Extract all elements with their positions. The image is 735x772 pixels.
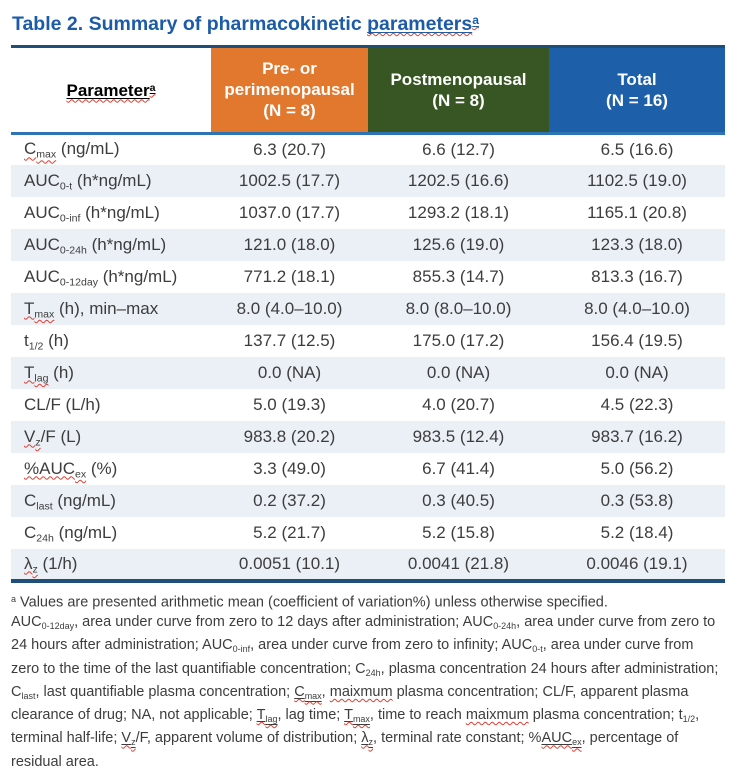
row-parameter-label: AUC0-inf (h*ng/mL) — [24, 202, 160, 224]
value-cell: 983.7 (16.2) — [591, 427, 683, 447]
value-cell: 771.2 (18.1) — [243, 267, 336, 287]
row-parameter-label: Clast (ng/mL) — [24, 490, 116, 512]
value-cell: 5.0 (56.2) — [600, 459, 674, 479]
table-row: AUC0-24h (h*ng/mL) 121.0 (18.0) 125.6 (19.… — [11, 229, 725, 262]
column-header-group-2: Postmenopausal (N = 8) — [368, 46, 549, 135]
value-cell: 123.3 (18.0) — [591, 235, 683, 255]
table-row: AUC0-t (h*ng/mL) 1002.5 (17.7) 1202.5 (16.… — [11, 165, 725, 198]
column-header-group-3: Total (N = 16) — [549, 46, 725, 135]
value-cell: 0.3 (40.5) — [422, 491, 495, 511]
table-row: λz (1/h) 0.0051 (10.1) 0.0041 (21.8) 0.0046… — [11, 549, 725, 582]
row-parameter-label: Tmax (h), min–max — [24, 298, 159, 320]
table-row: Cmax (ng/mL) 6.3 (20.7) 6.6 (12.7) 6.5 (16.… — [11, 133, 725, 165]
value-cell: 0.3 (53.8) — [600, 491, 674, 511]
pk-summary-table: Parametera Pre- or perimenopausal (N = 8… — [11, 44, 725, 584]
value-cell: 0.0046 (19.1) — [586, 554, 688, 574]
value-cell: 0.0 (NA) — [605, 363, 669, 383]
value-cell: 8.0 (4.0–10.0) — [584, 299, 690, 319]
table-header: Parametera Pre- or perimenopausal (N = 8… — [11, 46, 725, 135]
value-cell: 1165.1 (20.8) — [587, 203, 687, 223]
row-parameter-label: AUC0-12day (h*ng/mL) — [24, 266, 178, 288]
value-cell: 121.0 (18.0) — [243, 235, 336, 255]
value-cell: 5.0 (19.3) — [253, 395, 326, 415]
value-cell: 983.8 (20.2) — [243, 427, 336, 447]
row-parameter-label: λz (1/h) — [24, 553, 78, 575]
value-cell: 6.6 (12.7) — [422, 140, 495, 160]
value-cell: 8.0 (4.0–10.0) — [236, 299, 343, 319]
table-row: AUC0-inf (h*ng/mL) 1037.0 (17.7) 1293.2 (1… — [11, 197, 725, 229]
value-cell: 1202.5 (16.6) — [407, 171, 510, 191]
row-parameter-label: CL/F (L/h) — [24, 395, 101, 415]
value-cell: 813.3 (16.7) — [591, 267, 683, 287]
header-row: Parametera Pre- or perimenopausal (N = 8… — [11, 46, 725, 135]
value-cell: 137.7 (12.5) — [243, 331, 336, 351]
value-cell: 1293.2 (18.1) — [407, 203, 510, 223]
value-cell: 4.0 (20.7) — [422, 395, 495, 415]
row-parameter-label: AUC0-t (h*ng/mL) — [24, 170, 152, 192]
value-cell: 0.2 (37.2) — [253, 491, 326, 511]
table-row: C24h (ng/mL) 5.2 (21.7) 5.2 (15.8) 5.2 (18.… — [11, 517, 725, 549]
table-row: Tmax (h), min–max 8.0 (4.0–10.0) 8.0 (8.0–… — [11, 293, 725, 326]
value-cell: 3.3 (49.0) — [253, 459, 326, 479]
value-cell: 1102.5 (19.0) — [587, 171, 687, 191]
value-cell: 983.5 (12.4) — [412, 427, 505, 447]
table-row: Clast (ng/mL) 0.2 (37.2) 0.3 (40.5) 0.3 (53… — [11, 485, 725, 518]
value-cell: 4.5 (22.3) — [600, 395, 674, 415]
table-row: CL/F (L/h) 5.0 (19.3) 4.0 (20.7) 4.5 (22.3) — [11, 389, 725, 421]
row-parameter-label: Cmax (ng/mL) — [24, 139, 120, 161]
value-cell: 5.2 (21.7) — [253, 523, 326, 543]
table-title: Table 2. Summary of pharmacokinetic para… — [12, 12, 479, 35]
table-footnote: a Values are presented arithmetic mean (… — [11, 594, 723, 770]
value-cell: 1002.5 (17.7) — [238, 171, 341, 191]
value-cell: 6.5 (16.6) — [600, 140, 674, 160]
row-parameter-label: t1/2 (h) — [24, 330, 69, 352]
table-row: AUC0-12day (h*ng/mL) 771.2 (18.1) 855.3 (1… — [11, 261, 725, 293]
value-cell: 0.0041 (21.8) — [407, 554, 510, 574]
table-body: Cmax (ng/mL) 6.3 (20.7) 6.6 (12.7) 6.5 (16.… — [11, 133, 725, 582]
value-cell: 0.0051 (10.1) — [238, 554, 341, 574]
value-cell: 5.2 (15.8) — [422, 523, 495, 543]
value-cell: 175.0 (17.2) — [412, 331, 505, 351]
value-cell: 855.3 (14.7) — [412, 267, 505, 287]
value-cell: 125.6 (19.0) — [412, 235, 505, 255]
value-cell: 6.7 (41.4) — [422, 459, 495, 479]
table-row: %AUCex (%) 3.3 (49.0) 6.7 (41.4) 5.0 (56.2) — [11, 453, 725, 485]
column-header-parameter: Parametera — [11, 46, 211, 135]
table-row: Vz/F (L) 983.8 (20.2) 983.5 (12.4) 983.7 (1… — [11, 421, 725, 454]
row-parameter-label: %AUCex (%) — [24, 458, 118, 480]
value-cell: 5.2 (18.4) — [600, 523, 674, 543]
table-row: Tlag (h) 0.0 (NA) 0.0 (NA) 0.0 (NA) — [11, 357, 725, 390]
row-parameter-label: C24h (ng/mL) — [24, 522, 118, 544]
column-header-group-1: Pre- or perimenopausal (N = 8) — [211, 46, 368, 135]
value-cell: 6.3 (20.7) — [253, 140, 326, 160]
row-parameter-label: AUC0-24h (h*ng/mL) — [24, 234, 167, 256]
value-cell: 0.0 (NA) — [257, 363, 322, 383]
row-parameter-label: Vz/F (L) — [24, 426, 82, 448]
value-cell: 0.0 (NA) — [426, 363, 491, 383]
value-cell: 156.4 (19.5) — [591, 331, 683, 351]
row-parameter-label: Tlag (h) — [24, 362, 74, 384]
table-row: t1/2 (h) 137.7 (12.5) 175.0 (17.2) 156.4 (1… — [11, 325, 725, 357]
value-cell: 1037.0 (17.7) — [238, 203, 341, 223]
value-cell: 8.0 (8.0–10.0) — [405, 299, 512, 319]
